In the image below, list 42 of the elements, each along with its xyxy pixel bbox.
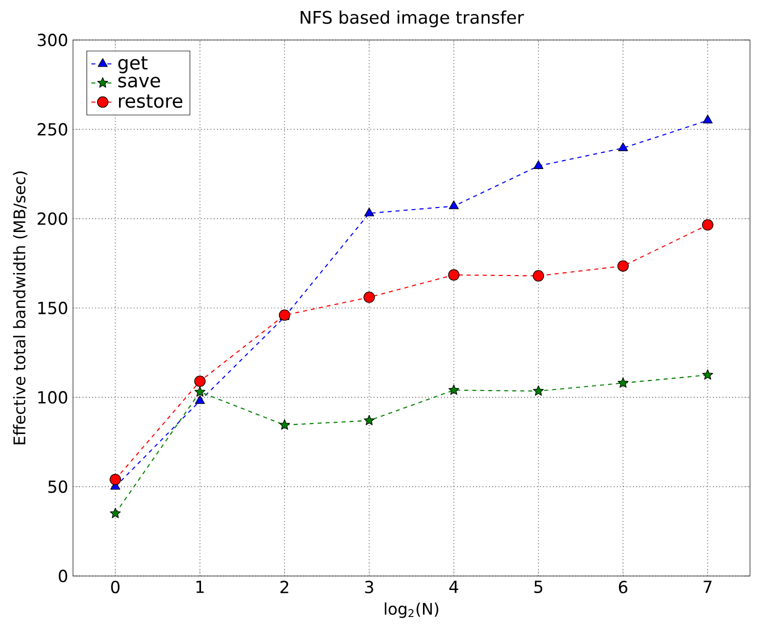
y-tick-label: 50 xyxy=(48,480,68,493)
x-tick-label: 3 xyxy=(365,580,374,594)
x-tick-label: 0 xyxy=(111,580,120,594)
x-axis-title: log$_{2}$(N) xyxy=(384,602,438,618)
point xyxy=(448,200,459,210)
y-tick-label: 150 xyxy=(38,302,68,314)
point xyxy=(448,384,460,395)
point xyxy=(618,377,628,388)
point xyxy=(702,369,714,380)
point xyxy=(702,219,714,231)
point xyxy=(533,160,544,169)
y-tick-label: 0 xyxy=(58,570,68,582)
point xyxy=(618,142,628,152)
point xyxy=(532,270,544,282)
y-axis-title: Effective total bandwidth (MB/sec) xyxy=(13,172,28,444)
point xyxy=(702,114,713,124)
legend-label: get xyxy=(118,56,148,74)
point xyxy=(364,414,375,426)
legend-label: save xyxy=(118,76,160,88)
x-tick-label: 6 xyxy=(618,580,628,594)
point xyxy=(194,376,206,387)
point xyxy=(110,508,121,518)
x-tick-label: 7 xyxy=(704,580,712,593)
point xyxy=(279,419,290,430)
x-tick-label: 2 xyxy=(280,580,288,594)
point xyxy=(617,260,629,272)
y-tick-label: 200 xyxy=(38,212,68,225)
y-tick-label: 250 xyxy=(38,123,68,136)
x-tick-label: 5 xyxy=(534,580,542,594)
point xyxy=(448,269,460,281)
y-tick-label: 300 xyxy=(38,34,68,46)
point xyxy=(194,395,205,404)
point xyxy=(364,208,374,216)
point xyxy=(364,292,375,303)
legend-label: restore xyxy=(119,94,182,108)
point xyxy=(533,385,544,396)
chart-title: NFS based image transfer xyxy=(300,10,524,28)
point xyxy=(110,474,121,486)
y-tick-label: 100 xyxy=(38,391,68,404)
x-tick-label: 4 xyxy=(449,580,458,593)
x-tick-label: 1 xyxy=(196,580,204,593)
point xyxy=(194,386,206,397)
